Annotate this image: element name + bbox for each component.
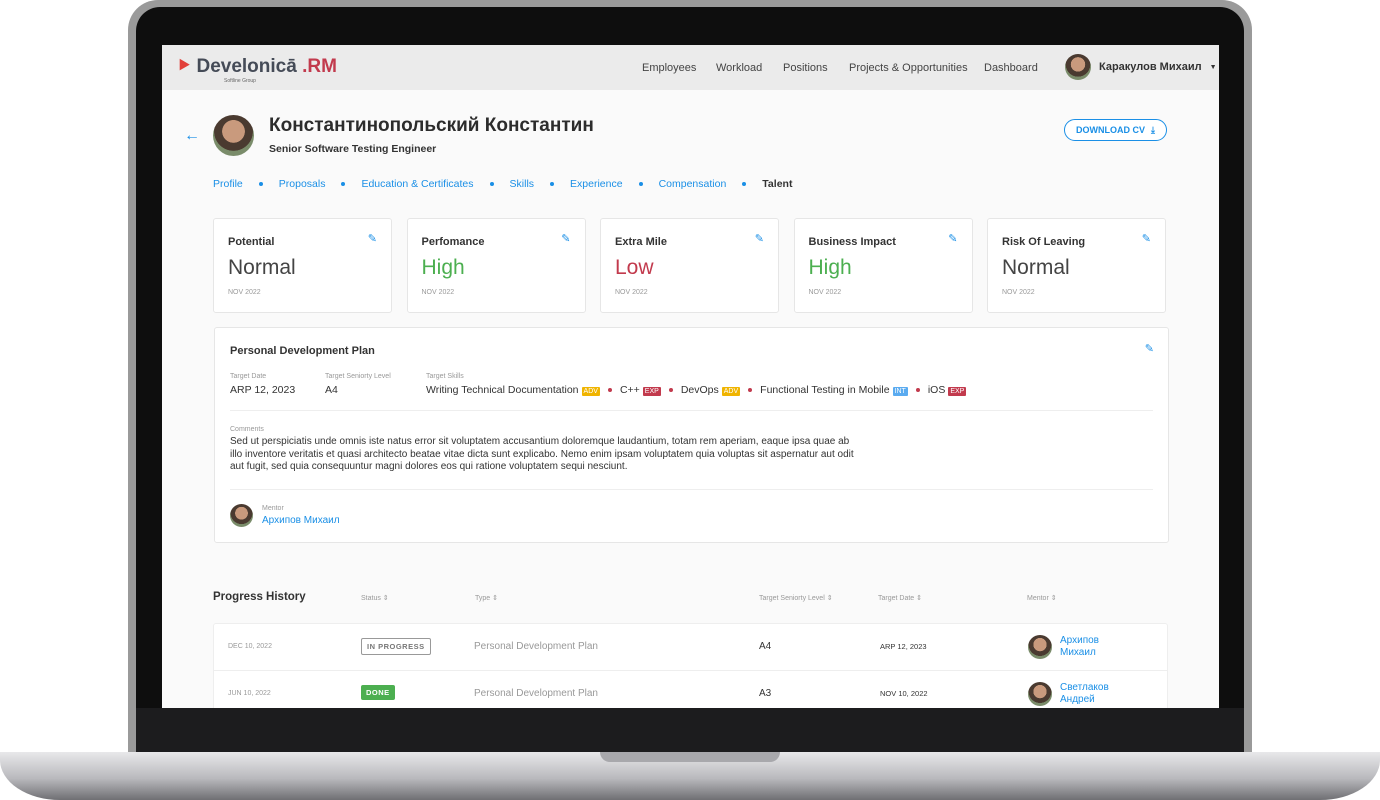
edit-pencil-icon[interactable]: ✎ [367,233,377,245]
edit-pencil-icon[interactable]: ✎ [1144,343,1154,355]
col-level[interactable]: Target Seniorty Level ⇕ [759,595,833,602]
pdp-title: Personal Development Plan [230,345,375,357]
download-cv-button[interactable]: DOWNLOAD CV ⤓ [1064,119,1167,141]
talent-card: Extra Mile ✎ Low NOV 2022 [600,218,779,313]
level-value: A4 [325,384,338,396]
user-menu[interactable]: Каракулов Михаил ▼ [1065,54,1217,80]
skill-item: DevOps ADV [680,384,741,396]
level-label: Target Seniorty Level [325,373,391,380]
tab-compensation[interactable]: Compensation [658,178,727,190]
skill-item: Writing Technical Documentation ADV [426,384,600,396]
target-date-label: Target Date [230,373,267,380]
download-icon: ⤓ [1151,124,1155,135]
talent-card: Business Impact ✎ High NOV 2022 [793,218,973,313]
skill-level-tag: ADV [721,387,741,396]
talent-card: Perfomance ✎ High NOV 2022 [406,218,586,313]
comments-text: Sed ut perspiciatis unde omnis iste natu… [230,436,854,472]
edit-pencil-icon[interactable]: ✎ [948,233,958,245]
tab-education[interactable]: Education & Certificates [361,178,474,190]
tab-profile[interactable]: Profile [213,178,243,190]
app-screen: ⯈ Develonicā .RM Softline Group Employees… [162,45,1219,708]
skill-item: Functional Testing in Mobile INT [760,384,908,396]
back-arrow-icon[interactable]: ← [184,127,200,144]
skill-level-tag: EXP [642,387,661,396]
col-target-date[interactable]: Target Date ⇕ [878,595,922,602]
progress-history-table: DEC 10, 2022 IN PROGRESS Personal Develo… [213,623,1168,708]
skill-level-tag: EXP [948,387,967,396]
laptop-chin [136,708,1244,760]
talent-card: Potential ✎ Normal NOV 2022 [213,218,392,313]
mentor-link[interactable]: Архипов Михаил [262,515,340,526]
employee-avatar [213,115,254,156]
tab-proposals[interactable]: Proposals [278,178,326,190]
employee-name: Константинопольский Константин [269,115,594,136]
mentor-link[interactable]: Светлаков Андрей [1060,682,1109,705]
progress-history-title: Progress History [213,591,306,603]
col-status[interactable]: Status ⇕ [361,595,389,602]
skill-level-tag: ADV [581,387,600,396]
nav-dashboard[interactable]: Dashboard [984,62,1038,74]
table-row[interactable]: JUN 10, 2022 DONE Personal Development P… [214,671,1167,708]
mentor-avatar [230,504,253,527]
edit-pencil-icon[interactable]: ✎ [1141,233,1151,245]
caret-down-icon: ▼ [1209,63,1217,71]
tab-skills[interactable]: Skills [509,178,535,190]
target-date: ARP 12, 2023 [230,384,296,396]
top-header: ⯈ Develonicā .RM Softline Group Employees… [162,45,1219,90]
section-tabs: Profile Proposals Education & Certificat… [213,178,792,190]
nav-positions[interactable]: Positions [783,62,828,74]
edit-pencil-icon[interactable]: ✎ [754,233,764,245]
pdp-card: Personal Development Plan ✎ Target Date … [214,327,1169,543]
target-skills: Writing Technical Documentation ADV C++ EXP… [426,384,967,396]
mentor-avatar [1028,635,1052,659]
skill-level-tag: INT [892,387,908,396]
skill-item: C++ EXP [619,384,661,396]
mentor-link[interactable]: Архипов Михаил [1060,635,1099,658]
nav-workload[interactable]: Workload [716,62,763,74]
skill-item: iOS EXP [927,384,967,396]
mentor-label: Mentor [262,505,284,512]
skills-label: Target Skills [426,373,464,380]
tab-talent[interactable]: Talent [762,178,793,190]
mentor-avatar [1028,682,1052,706]
laptop-notch [600,752,780,762]
col-type[interactable]: Type ⇕ [475,595,498,602]
logo[interactable]: ⯈ Develonicā .RM Softline Group [176,56,337,84]
comments-label: Comments [230,426,264,433]
edit-pencil-icon[interactable]: ✎ [561,233,571,245]
nav-employees[interactable]: Employees [642,62,697,74]
status-badge: DONE [361,685,395,700]
talent-card: Risk Of Leaving ✎ Normal NOV 2022 [987,218,1166,313]
employee-title: Senior Software Testing Engineer [269,143,437,155]
tab-experience[interactable]: Experience [570,178,623,190]
user-avatar [1065,54,1091,80]
nav-projects[interactable]: Projects & Opportunities [849,62,968,74]
col-mentor[interactable]: Mentor ⇕ [1027,595,1057,602]
status-badge: IN PROGRESS [361,638,431,655]
table-row[interactable]: DEC 10, 2022 IN PROGRESS Personal Develo… [214,624,1167,671]
